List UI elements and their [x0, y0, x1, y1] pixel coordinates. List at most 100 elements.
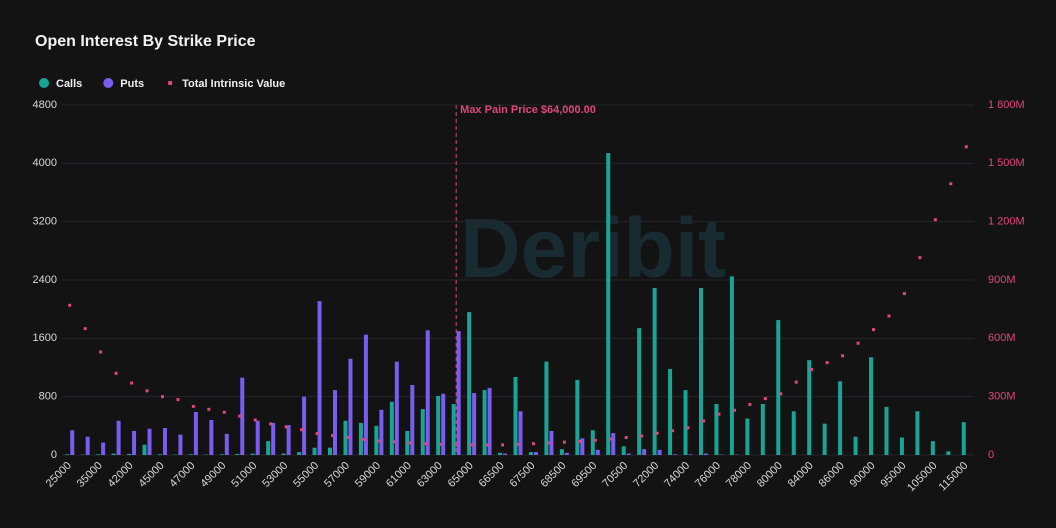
dot	[454, 443, 458, 447]
dot	[176, 398, 180, 402]
dot	[609, 437, 613, 441]
dot	[392, 440, 396, 444]
bar	[302, 396, 307, 455]
dot	[794, 380, 798, 384]
bar	[317, 301, 322, 455]
legend-swatch	[168, 81, 173, 85]
dot	[361, 437, 365, 441]
bar	[688, 454, 693, 455]
dot	[531, 442, 535, 446]
x-tick-label: 25000	[44, 460, 74, 490]
bar	[564, 452, 569, 455]
dot	[114, 371, 118, 375]
dot	[671, 429, 675, 433]
bar	[637, 328, 642, 455]
bar	[436, 395, 441, 455]
dot	[655, 431, 659, 435]
dot	[68, 303, 72, 307]
dot	[902, 292, 906, 296]
bar	[595, 449, 600, 455]
dot	[748, 402, 752, 406]
bar	[250, 453, 255, 455]
bar	[703, 453, 708, 455]
bar	[559, 449, 564, 455]
dot	[439, 442, 443, 446]
bar	[472, 393, 477, 455]
dot	[717, 412, 721, 416]
bar	[157, 454, 162, 455]
bar	[132, 430, 137, 455]
y-tick-label: 3200	[33, 216, 57, 228]
dot	[779, 392, 783, 396]
dot	[887, 314, 891, 318]
chart-title: Open Interest By Strike Price	[35, 33, 256, 50]
dot	[810, 367, 814, 371]
bar	[668, 368, 673, 455]
x-tick-label: 57000	[322, 460, 352, 490]
bar	[312, 447, 317, 455]
y-tick-label: 800	[39, 391, 57, 403]
bar	[162, 428, 167, 455]
bar	[116, 420, 121, 455]
bar	[142, 444, 147, 455]
bar	[611, 433, 616, 455]
x-tick-label: 68500	[538, 460, 568, 490]
dot	[145, 389, 149, 393]
bar	[745, 418, 750, 455]
bar	[822, 423, 827, 455]
bar	[930, 441, 935, 455]
x-tick-label: 61000	[384, 460, 414, 490]
bar	[363, 334, 368, 455]
x-tick-label: 86000	[817, 460, 847, 490]
bar	[503, 453, 508, 455]
x-tick-label: 70500	[600, 460, 630, 490]
x-tick-label: 84000	[786, 460, 816, 490]
bar	[127, 453, 132, 455]
bar	[65, 454, 70, 455]
dot	[191, 404, 195, 408]
dot	[578, 439, 582, 443]
dot	[593, 438, 597, 442]
bar	[70, 430, 75, 455]
bar	[549, 430, 554, 455]
bar	[544, 361, 549, 455]
dot	[99, 350, 103, 354]
bar	[101, 442, 106, 455]
dot	[253, 418, 257, 422]
bar	[394, 361, 399, 455]
x-tick-label: 53000	[260, 460, 290, 490]
bar	[374, 425, 379, 455]
legend-label: Calls	[56, 78, 82, 90]
y2-tick-label: 300M	[988, 391, 1016, 403]
bar	[533, 452, 538, 455]
bar	[178, 434, 183, 455]
dot	[872, 328, 876, 332]
dot	[825, 361, 829, 365]
bar	[219, 454, 224, 455]
dot	[763, 397, 767, 401]
bar	[379, 409, 384, 455]
dot	[516, 442, 520, 446]
x-tick-label: 59000	[353, 460, 383, 490]
bar	[899, 437, 904, 455]
dot	[207, 407, 211, 411]
bar	[590, 430, 595, 455]
x-tick-label: 67500	[508, 460, 538, 490]
bar	[807, 360, 812, 455]
bar	[791, 411, 796, 455]
dot	[918, 256, 922, 260]
dot	[130, 381, 134, 385]
x-tick-label: 78000	[724, 460, 754, 490]
bar	[266, 441, 271, 455]
bar	[235, 453, 240, 455]
dot	[83, 327, 87, 331]
y2-tick-label: 600M	[988, 332, 1016, 344]
x-tick-label: 65000	[446, 460, 476, 490]
bar	[513, 376, 518, 455]
dot	[856, 341, 860, 345]
y2-tick-label: 0	[988, 449, 994, 461]
bar	[482, 390, 487, 455]
x-tick-label: 49000	[198, 460, 228, 490]
dot	[640, 434, 644, 438]
